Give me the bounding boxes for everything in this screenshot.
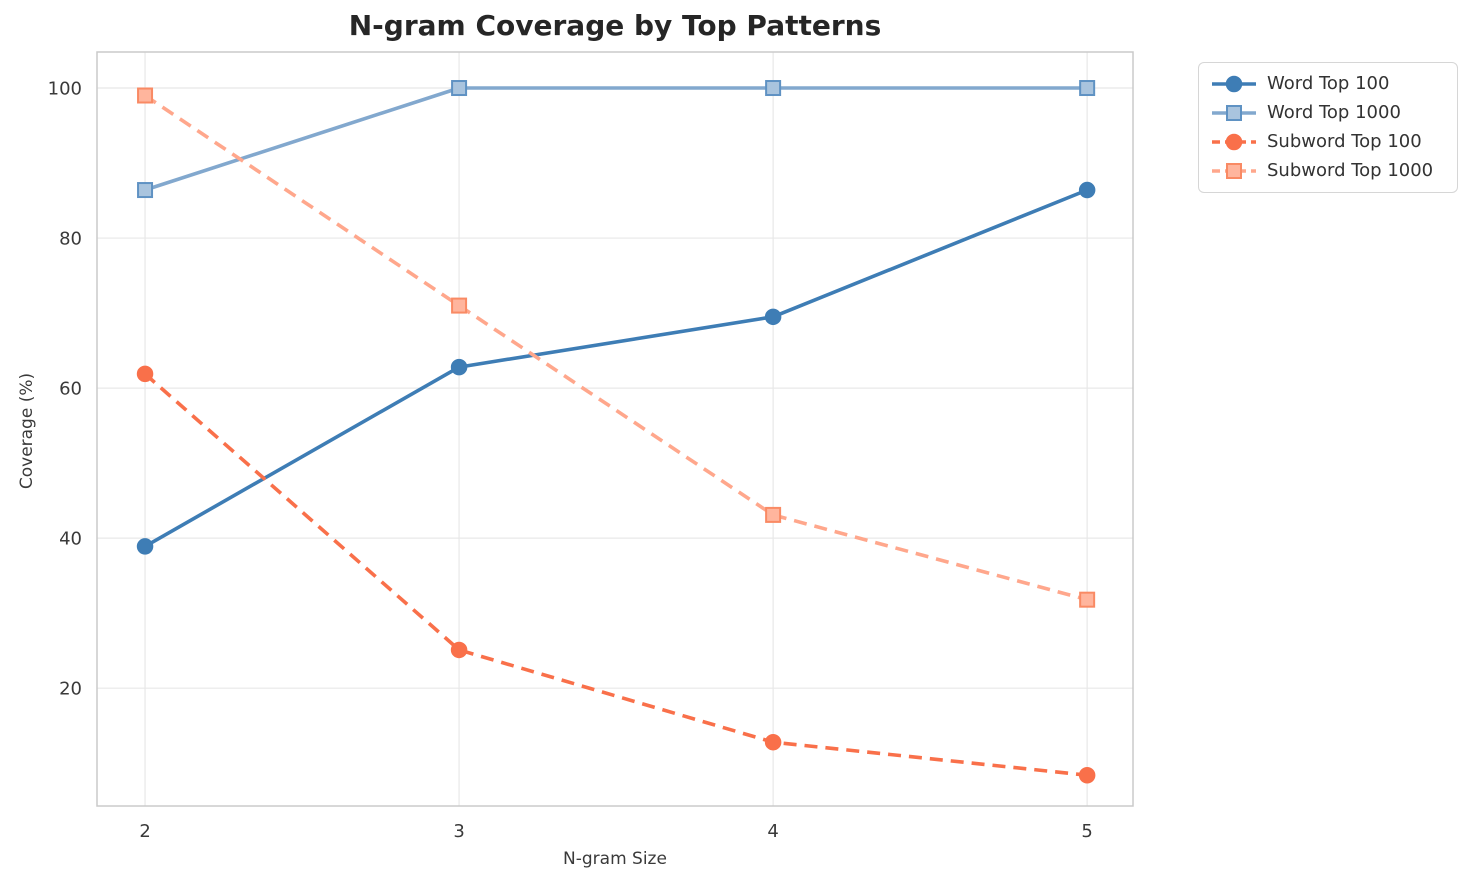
legend-marker-subword-top-100-icon [1212, 133, 1256, 151]
data-point-marker [136, 538, 154, 555]
data-point-marker [764, 308, 782, 326]
legend-marker-word-top-100-icon [1212, 75, 1256, 93]
data-point-marker [765, 506, 782, 523]
data-point-marker [450, 358, 468, 376]
x-tick-label: 3 [453, 821, 464, 842]
chart-title: N-gram Coverage by Top Patterns [348, 9, 882, 42]
data-point-marker [451, 80, 468, 97]
x-tick-label: 5 [1081, 821, 1092, 842]
axes-spines [96, 51, 1134, 807]
legend-marker-word-top-1000-icon [1212, 105, 1256, 121]
y-tick-label: 60 [59, 379, 82, 400]
data-point-marker [136, 365, 154, 383]
legend-item-word-top-100: Word Top 100 [1211, 73, 1445, 95]
series-line-word-top-1000 [144, 86, 1088, 192]
legend-marker [1225, 75, 1243, 93]
series-line-subword-top-100 [143, 372, 1088, 777]
legend-label: Subword Top 100 [1267, 131, 1422, 152]
data-point-marker [764, 733, 782, 751]
legend-label: Word Top 1000 [1267, 102, 1401, 123]
x-tick-label: 2 [139, 821, 150, 842]
data-point-marker [765, 80, 782, 97]
y-tick-label: 100 [48, 79, 82, 100]
series-line-word-top-100 [144, 188, 1088, 548]
x-axis-label: N-gram Size [563, 849, 667, 869]
data-point-marker [1078, 766, 1096, 784]
legend-label: Subword Top 1000 [1267, 160, 1434, 181]
legend-marker [1226, 163, 1242, 179]
legend-item-subword-top-1000: Subword Top 1000 [1211, 160, 1445, 182]
x-tick-label: 4 [767, 821, 778, 842]
legend-marker [1225, 133, 1243, 151]
legend-item-subword-top-100: Subword Top 100 [1211, 131, 1445, 153]
data-point-marker [137, 87, 154, 104]
data-point-marker [451, 297, 468, 314]
legend-marker [1226, 105, 1242, 121]
legend-marker-subword-top-1000-icon [1212, 163, 1256, 179]
legend-label: Word Top 100 [1267, 73, 1390, 94]
data-point-marker [137, 182, 154, 199]
legend: Word Top 100 Word Top 1000 Subword Top 1… [1198, 62, 1458, 193]
data-point-marker [1078, 181, 1096, 199]
y-tick-label: 80 [59, 229, 82, 250]
y-tick-label: 40 [59, 529, 82, 550]
legend-item-word-top-1000: Word Top 1000 [1211, 102, 1445, 124]
y-tick-label: 20 [59, 679, 82, 700]
data-point-marker [450, 641, 468, 659]
series-line-subword-top-1000 [143, 94, 1088, 602]
data-point-marker [1079, 591, 1096, 608]
data-point-marker [1079, 80, 1096, 97]
